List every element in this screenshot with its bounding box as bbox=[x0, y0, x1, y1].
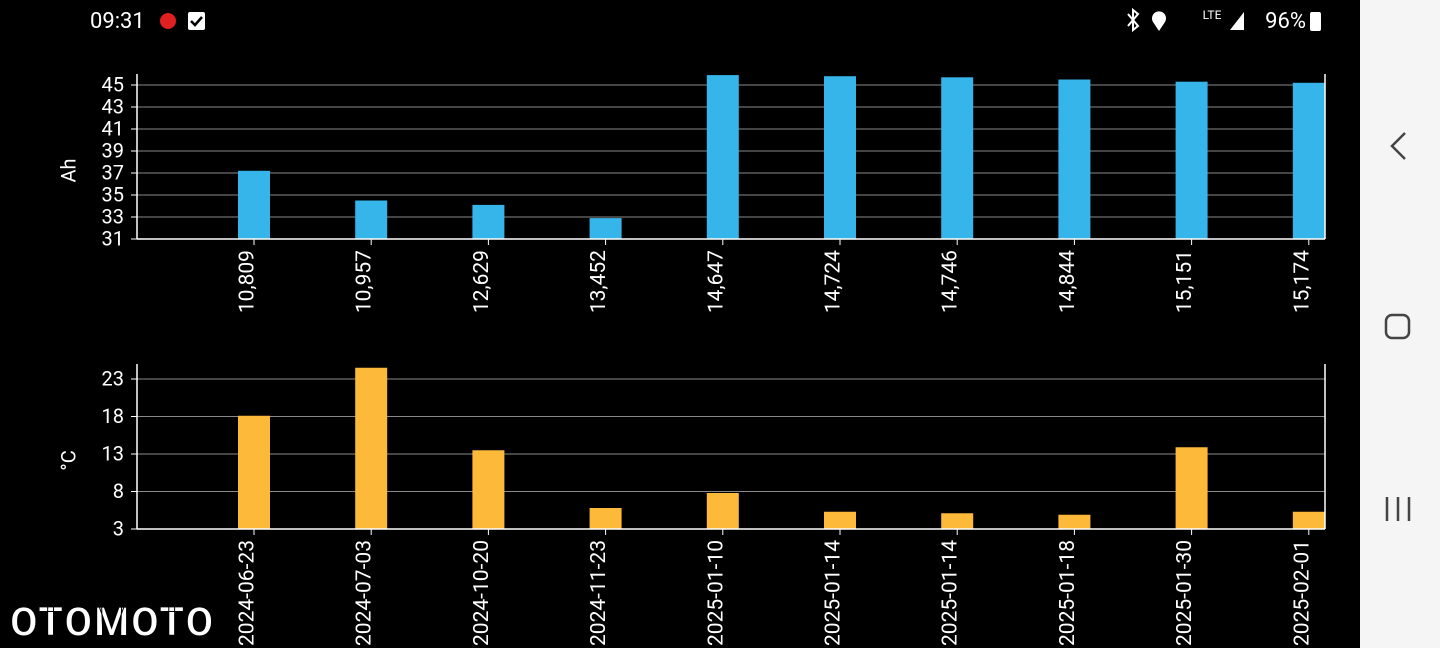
bar bbox=[355, 367, 388, 529]
bar bbox=[941, 77, 974, 239]
x-tick-label: 10,957 bbox=[353, 250, 377, 313]
bar bbox=[1292, 511, 1325, 529]
check-icon bbox=[190, 16, 203, 27]
x-tick-label: 2024-11-23 bbox=[587, 540, 611, 646]
x-tick-label: 2024-06-23 bbox=[236, 540, 260, 646]
x-tick-label: 14,724 bbox=[822, 250, 846, 313]
x-tick-label: 2024-07-03 bbox=[353, 540, 377, 646]
x-tick-label: 13,452 bbox=[587, 250, 611, 313]
clock: 09:31 bbox=[90, 9, 145, 34]
x-tick-label: 2025-01-10 bbox=[704, 540, 728, 646]
battery-percent: 96% bbox=[1265, 9, 1306, 34]
location-icon bbox=[1152, 11, 1167, 31]
bar bbox=[1058, 79, 1091, 239]
bar bbox=[472, 450, 505, 529]
bar bbox=[472, 204, 505, 239]
y-tick-label: 23 bbox=[102, 366, 124, 390]
x-tick-label: 14,746 bbox=[939, 250, 963, 313]
y-tick-label: 31 bbox=[102, 226, 124, 250]
recents-button[interactable] bbox=[1385, 497, 1411, 521]
x-tick-label: 15,174 bbox=[1290, 250, 1314, 313]
bar bbox=[589, 508, 622, 529]
home-button[interactable] bbox=[1384, 313, 1411, 340]
y-axis-label: °C bbox=[56, 450, 80, 471]
x-tick-label: 2024-10-20 bbox=[470, 540, 494, 646]
app-background bbox=[0, 0, 1360, 648]
bar bbox=[706, 75, 739, 239]
bar bbox=[706, 493, 739, 529]
bluetooth-icon bbox=[1127, 7, 1140, 33]
x-tick-label: 2025-01-14 bbox=[822, 540, 846, 646]
y-tick-label: 35 bbox=[102, 182, 124, 206]
bar bbox=[355, 200, 388, 239]
y-tick-label: 18 bbox=[102, 404, 124, 428]
x-tick-label: 12,629 bbox=[470, 250, 494, 313]
bar bbox=[824, 511, 856, 529]
navigation-bar bbox=[1360, 0, 1440, 648]
y-tick-label: 45 bbox=[102, 72, 124, 96]
x-tick-label: 15,151 bbox=[1173, 250, 1197, 313]
bar bbox=[1175, 81, 1208, 239]
bar bbox=[1058, 514, 1091, 529]
bar bbox=[238, 170, 270, 239]
network-type: LTE bbox=[1203, 8, 1222, 22]
bar bbox=[1175, 447, 1208, 529]
bar bbox=[589, 218, 622, 239]
battery-icon bbox=[1310, 12, 1321, 31]
y-tick-label: 41 bbox=[102, 116, 124, 140]
notification-icon bbox=[188, 12, 205, 30]
bar bbox=[941, 513, 974, 529]
x-tick-label: 10,809 bbox=[236, 250, 260, 313]
x-tick-label: 2025-02-01 bbox=[1290, 540, 1314, 646]
y-tick-label: 8 bbox=[113, 479, 124, 503]
signal-icon bbox=[1230, 12, 1244, 30]
watermark: OTOMOTO bbox=[10, 599, 215, 646]
x-tick-label: 2025-01-18 bbox=[1056, 540, 1080, 646]
bar bbox=[824, 76, 856, 239]
bar bbox=[1292, 82, 1325, 239]
bar bbox=[238, 415, 270, 529]
y-tick-label: 13 bbox=[102, 441, 124, 465]
y-tick-label: 33 bbox=[102, 204, 124, 228]
x-tick-label: 2025-01-30 bbox=[1173, 540, 1197, 646]
x-tick-label: 14,647 bbox=[704, 250, 728, 313]
x-tick-label: 2025-01-14 bbox=[939, 540, 963, 646]
back-button[interactable] bbox=[1390, 132, 1406, 160]
y-tick-label: 43 bbox=[102, 94, 124, 118]
y-tick-label: 37 bbox=[102, 160, 124, 184]
y-tick-label: 39 bbox=[102, 138, 124, 162]
notification-icon bbox=[160, 13, 176, 29]
y-axis-label: Ah bbox=[56, 158, 80, 182]
y-tick-label: 3 bbox=[113, 516, 124, 540]
x-tick-label: 14,844 bbox=[1056, 250, 1080, 313]
